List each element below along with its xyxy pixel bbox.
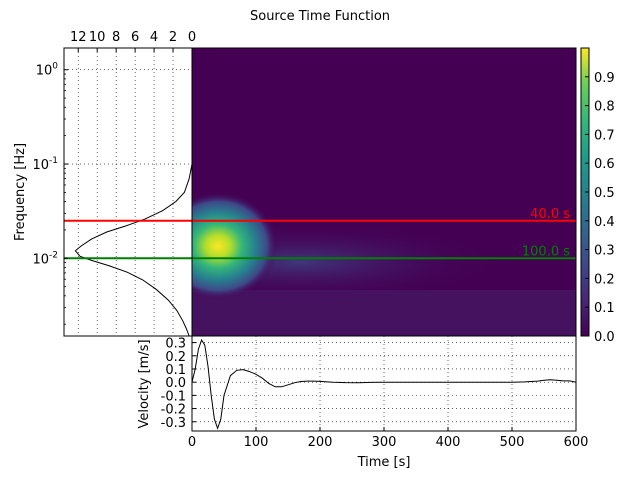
spectrogram-trail — [192, 222, 500, 302]
colorbar-ticks: 0.0 0.1 0.2 0.3 0.4 0.5 0.6 0.7 0.8 0.9 — [585, 71, 615, 345]
time-tick-label: 300 — [372, 435, 397, 450]
frequency-tick-exponent: -1 — [49, 156, 58, 166]
spectrogram — [192, 48, 576, 336]
velocity-axis-label: Velocity [m/s] — [137, 339, 152, 428]
colorbar-tick-label: 0.6 — [594, 157, 615, 172]
spectrum-x-tick-label: 6 — [131, 30, 139, 45]
period-line-label: 100.0 s — [522, 244, 570, 259]
spectrum-curve — [74, 163, 192, 336]
colorbar-tick-label: 0.0 — [594, 330, 615, 345]
spectrum-x-tick-label: 12 — [70, 30, 87, 45]
colorbar-tick-label: 0.7 — [594, 128, 615, 143]
frequency-tick-label: 10-1 — [32, 156, 58, 173]
colorbar-tick-label: 0.2 — [594, 272, 615, 287]
colorbar: 0.0 0.1 0.2 0.3 0.4 0.5 0.6 0.7 0.8 0.9 — [580, 47, 615, 345]
velocity-tick-label: 0.0 — [165, 376, 186, 391]
spectrum-panel — [64, 48, 193, 336]
time-tick-label: 400 — [436, 435, 461, 450]
period-lines: 40.0 s 100.0 s — [64, 207, 576, 260]
colorbar-tick-label: 0.8 — [594, 100, 615, 115]
velocity-panel: 0 100 200 300 400 500 600 0.30.20.10.0-0.1-0.2… — [161, 335, 589, 450]
frequency-axis-label: Frequency [Hz] — [13, 143, 28, 241]
frequency-tick-base: 10 — [32, 158, 49, 173]
colorbar-tick-label: 0.5 — [594, 186, 615, 201]
velocity-curve — [191, 338, 577, 430]
velocity-grid — [191, 336, 577, 431]
frequency-tick-label: 100 — [36, 62, 59, 79]
time-tick-label: 600 — [564, 435, 589, 450]
colorbar-tick-label: 0.9 — [594, 71, 615, 86]
velocity-tick-label: -0.1 — [161, 389, 186, 404]
frequency-tick-exponent: -2 — [49, 250, 58, 260]
velocity-tick-label: 0.2 — [165, 350, 186, 365]
spectrum-x-tick-label: 2 — [169, 30, 177, 45]
velocity-tick-label: -0.3 — [161, 416, 186, 431]
spectrum-x-tick-label: 8 — [112, 30, 120, 45]
frequency-tick-exponent: 0 — [52, 62, 58, 72]
velocity-tick-label: 0.3 — [165, 337, 186, 352]
period-line-label: 40.0 s — [530, 207, 570, 222]
spectrogram-peak — [192, 192, 278, 300]
colorbar-tick-label: 0.4 — [594, 215, 615, 230]
chart-title: Source Time Function — [250, 9, 390, 24]
time-tick-label: 0 — [188, 435, 196, 450]
time-axis-label: Time [s] — [357, 455, 411, 470]
spectrum-x-ticks: 12 10 8 6 4 2 0 — [70, 30, 196, 52]
frequency-tick-label: 10-2 — [32, 250, 58, 267]
time-tick-label: 200 — [308, 435, 333, 450]
velocity-tick-label: 0.1 — [165, 363, 186, 378]
spectrum-x-tick-label: 0 — [188, 30, 196, 45]
spectrum-x-tick-label: 4 — [150, 30, 158, 45]
velocity-tick-label: -0.2 — [161, 403, 186, 418]
velocity-x-ticks: 0 100 200 300 400 500 600 — [188, 427, 589, 450]
time-tick-label: 500 — [500, 435, 525, 450]
spectrum-x-tick-label: 10 — [89, 30, 106, 45]
colorbar-tick-label: 0.3 — [594, 244, 615, 259]
frequency-tick-base: 10 — [36, 64, 53, 79]
spectrum-grid — [64, 48, 193, 336]
colorbar-tick-label: 0.1 — [594, 301, 615, 316]
velocity-y-ticks: 0.30.20.10.0-0.1-0.2-0.3 — [161, 337, 196, 431]
time-tick-label: 100 — [244, 435, 269, 450]
frequency-tick-base: 10 — [32, 252, 49, 267]
